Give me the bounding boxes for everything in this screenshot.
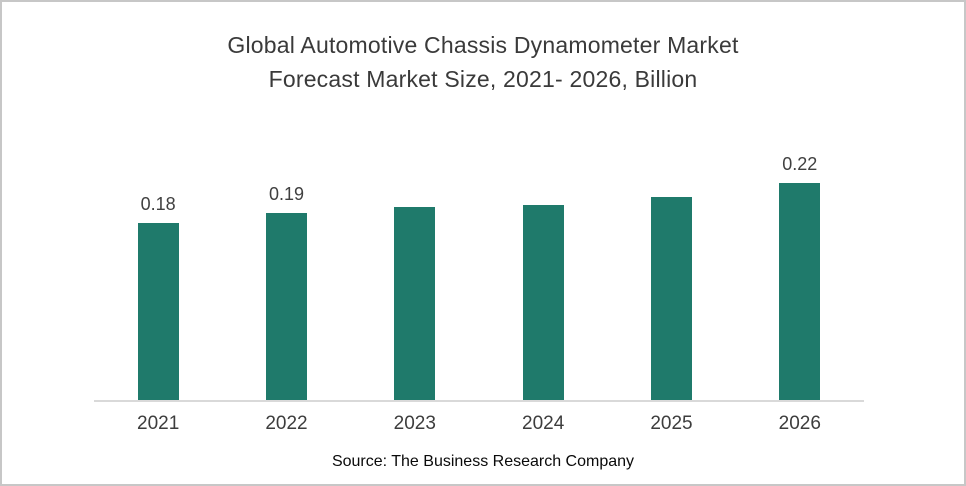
x-axis-labels: 2021 2022 2023 2024 2025 2026 (94, 412, 864, 436)
bar-slot-2025 (607, 197, 735, 400)
bar-slot-2022: 0.19 (222, 183, 350, 400)
bar-value-label-2022: 0.19 (268, 184, 305, 204)
bar-slot-2026: 0.22 (736, 153, 864, 400)
bars-row: 0.18 0.19 0.22 (94, 130, 864, 400)
chart-title: Global Automotive Chassis Dynamometer Ma… (2, 28, 964, 96)
plot-area: 0.18 0.19 0.22 (94, 130, 864, 402)
bar-2022 (265, 213, 307, 400)
x-axis-label-2025: 2025 (650, 413, 693, 434)
x-axis-label-2021: 2021 (137, 413, 180, 434)
x-axis-label-2023: 2023 (393, 413, 436, 434)
bar-slot-2024 (479, 205, 607, 400)
bar-2023 (394, 207, 436, 400)
bar-2024 (522, 205, 564, 400)
bar-slot-2023 (351, 207, 479, 400)
x-axis-label-2022: 2022 (265, 413, 308, 434)
x-axis-label-2026: 2026 (778, 413, 821, 434)
bar-value-label-2021: 0.18 (140, 194, 176, 214)
x-axis-line (94, 400, 864, 402)
chart-title-line-1: Global Automotive Chassis Dynamometer Ma… (227, 32, 739, 58)
bar-slot-2021: 0.18 (94, 193, 222, 400)
bar-value-label-2026: 0.22 (782, 154, 818, 174)
x-axis-label-2024: 2024 (522, 413, 565, 434)
source-caption: Source: The Business Research Company (331, 453, 635, 470)
bar-2021 (137, 223, 179, 400)
bar-2025 (650, 197, 692, 400)
chart-title-line-2: Forecast Market Size, 2021- 2026, Billio… (268, 66, 698, 92)
bar-2026 (779, 183, 821, 400)
